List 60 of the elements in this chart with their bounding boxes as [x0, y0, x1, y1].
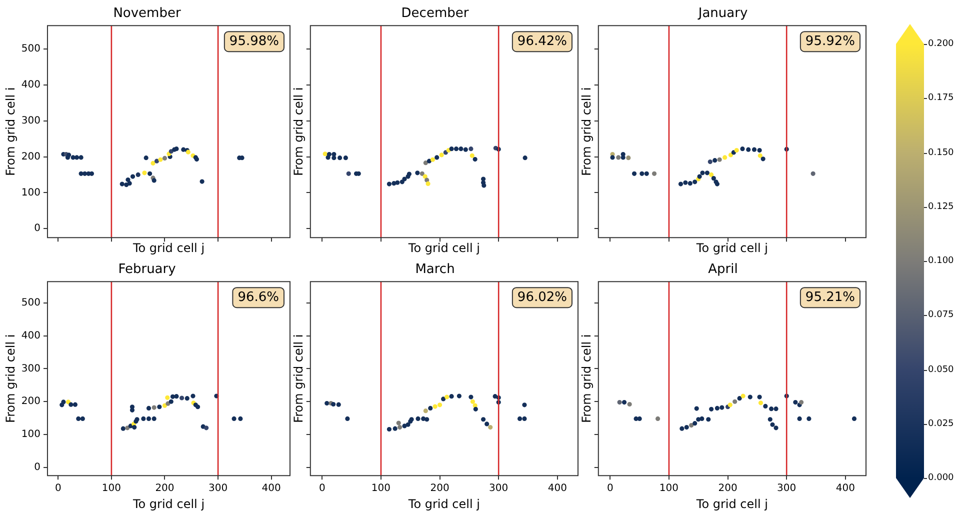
y-tick-label: 100: [21, 187, 40, 198]
x-axis-title: To grid cell j: [132, 240, 205, 255]
x-axis-title: To grid cell j: [695, 496, 768, 511]
chart-title: December: [401, 6, 470, 22]
annotation: 96.6%: [238, 290, 280, 305]
x-tick-label: 100: [102, 483, 121, 494]
color-bar-label: 0.025: [928, 418, 954, 430]
annotation: 96.02%: [517, 290, 568, 305]
color-bar-label: 0.100: [928, 255, 954, 267]
y-tick-label: 300: [21, 115, 40, 126]
color-bar-label: 0.125: [928, 200, 954, 213]
color-bar-label: 0.000: [928, 472, 954, 484]
y-axis-title: From grid cell i: [579, 87, 594, 176]
x-tick-label: 400: [548, 483, 567, 494]
x-axis-title: To grid cell j: [407, 496, 480, 511]
x-tick-label: 200: [155, 483, 174, 494]
y-tick-label: 0: [34, 223, 40, 234]
y-tick-label: 500: [21, 44, 40, 55]
chart-title: April: [708, 262, 738, 278]
x-tick-label: 200: [718, 483, 738, 494]
y-axis-title: From grid cell i: [291, 87, 306, 176]
y-tick-label: 500: [21, 298, 40, 309]
chart-title: January: [697, 6, 748, 22]
y-axis-title: From grid cell i: [579, 334, 594, 423]
color-bar-label: 0.200: [928, 38, 954, 50]
annotation: 96.42%: [517, 34, 568, 49]
x-tick-label: 300: [777, 483, 796, 494]
y-tick-label: 300: [21, 363, 40, 374]
x-axis-title: To grid cell j: [695, 240, 768, 255]
y-tick-label: 0: [34, 462, 40, 473]
x-tick-label: 400: [836, 483, 855, 494]
annotation: 95.21%: [805, 290, 856, 305]
chart-title: March: [415, 262, 455, 278]
y-tick-label: 100: [21, 429, 40, 440]
x-tick-label: 0: [54, 483, 62, 494]
color-bar-label: 0.050: [928, 364, 954, 376]
chart-title: November: [113, 6, 182, 22]
x-axis-title: To grid cell j: [407, 240, 480, 255]
y-tick-label: 200: [21, 151, 40, 162]
y-axis-title: From grid cell i: [3, 334, 18, 423]
x-tick-label: 0: [318, 483, 326, 494]
color-bar-label: 0.150: [928, 146, 954, 158]
color-bar-label: 0.175: [928, 92, 954, 104]
x-tick-label: 200: [430, 483, 450, 494]
chart-title: February: [118, 262, 176, 278]
y-axis-title: From grid cell i: [291, 334, 306, 423]
y-tick-label: 400: [21, 330, 40, 342]
x-tick-label: 0: [606, 483, 614, 494]
y-axis-title: From grid cell i: [3, 87, 18, 176]
x-tick-label: 300: [208, 483, 228, 494]
color-bar-label: 0.075: [928, 309, 954, 322]
x-tick-label: 300: [489, 483, 508, 494]
annotation: 95.92%: [805, 34, 856, 49]
x-axis-title: To grid cell j: [132, 496, 205, 511]
annotation: 95.98%: [229, 34, 280, 49]
x-tick-label: 100: [371, 483, 391, 494]
y-tick-label: 400: [21, 79, 40, 90]
y-tick-label: 200: [21, 396, 40, 408]
x-tick-label: 100: [659, 483, 679, 494]
x-tick-label: 400: [262, 483, 281, 494]
